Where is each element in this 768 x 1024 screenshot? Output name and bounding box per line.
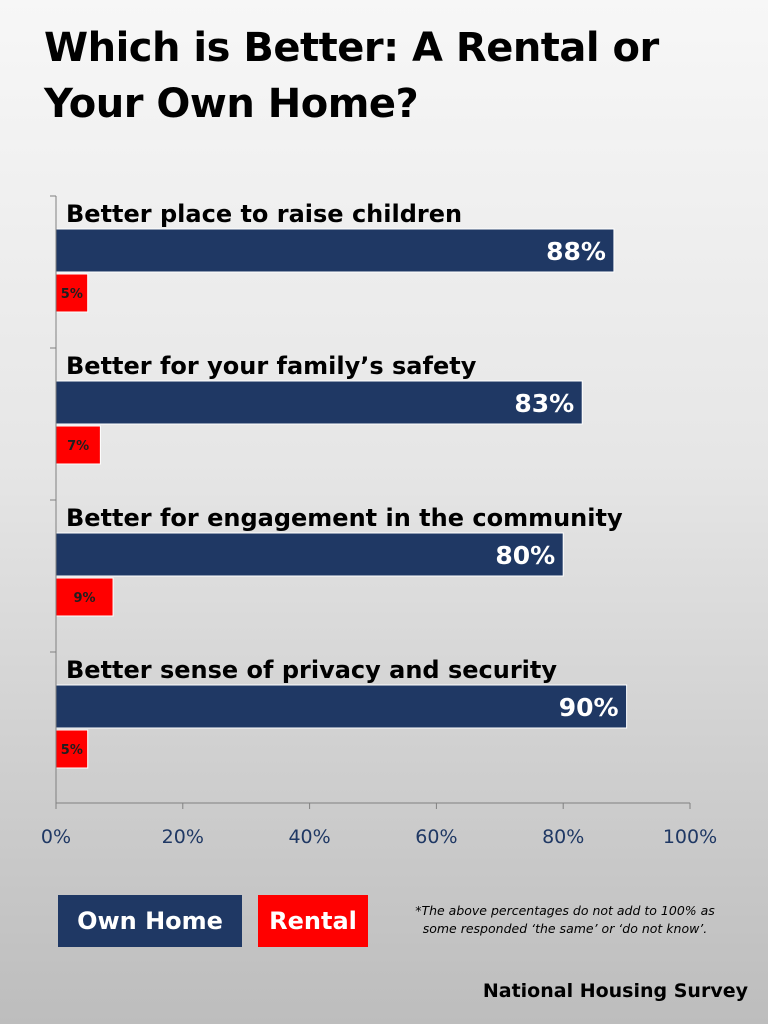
- x-tick-label: 0%: [41, 826, 71, 848]
- bar-rental: [55, 729, 89, 769]
- bar-own-home: [55, 532, 564, 577]
- bar-own-home: [55, 228, 615, 273]
- footnote: *The above percentages do not add to 100…: [415, 903, 715, 936]
- chart-title: Which is Better: A Rental or Your Own Ho…: [44, 25, 659, 127]
- category-label: Better place to raise children: [66, 200, 462, 228]
- legend-own-home: Own Home: [58, 895, 242, 947]
- x-tick-label: 100%: [663, 826, 717, 848]
- category-label: Better sense of privacy and security: [66, 656, 557, 684]
- bar-label-rental: 5%: [61, 743, 83, 758]
- x-tick-label: 40%: [288, 826, 330, 848]
- bar-own-home: [55, 684, 628, 729]
- bar-label-rental: 9%: [73, 591, 95, 606]
- x-tick-label: 20%: [162, 826, 204, 848]
- bar-rental: [55, 273, 89, 313]
- bar-label-rental: 7%: [67, 439, 89, 454]
- source-label: National Housing Survey: [482, 980, 748, 1002]
- x-tick-label: 60%: [415, 826, 457, 848]
- bar-label-own-home: 90%: [559, 693, 619, 722]
- category-label: Better for engagement in the community: [66, 504, 623, 532]
- bar-label-own-home: 83%: [514, 389, 574, 418]
- bar-label-own-home: 80%: [495, 541, 555, 570]
- x-tick-label: 80%: [542, 826, 584, 848]
- legend-rental: Rental: [258, 895, 368, 947]
- bar-label-own-home: 88%: [546, 237, 606, 266]
- bar-label-rental: 5%: [61, 287, 83, 302]
- category-label: Better for your family’s safety: [66, 352, 477, 380]
- bar-own-home: [55, 380, 583, 425]
- bar-rental: [55, 577, 114, 617]
